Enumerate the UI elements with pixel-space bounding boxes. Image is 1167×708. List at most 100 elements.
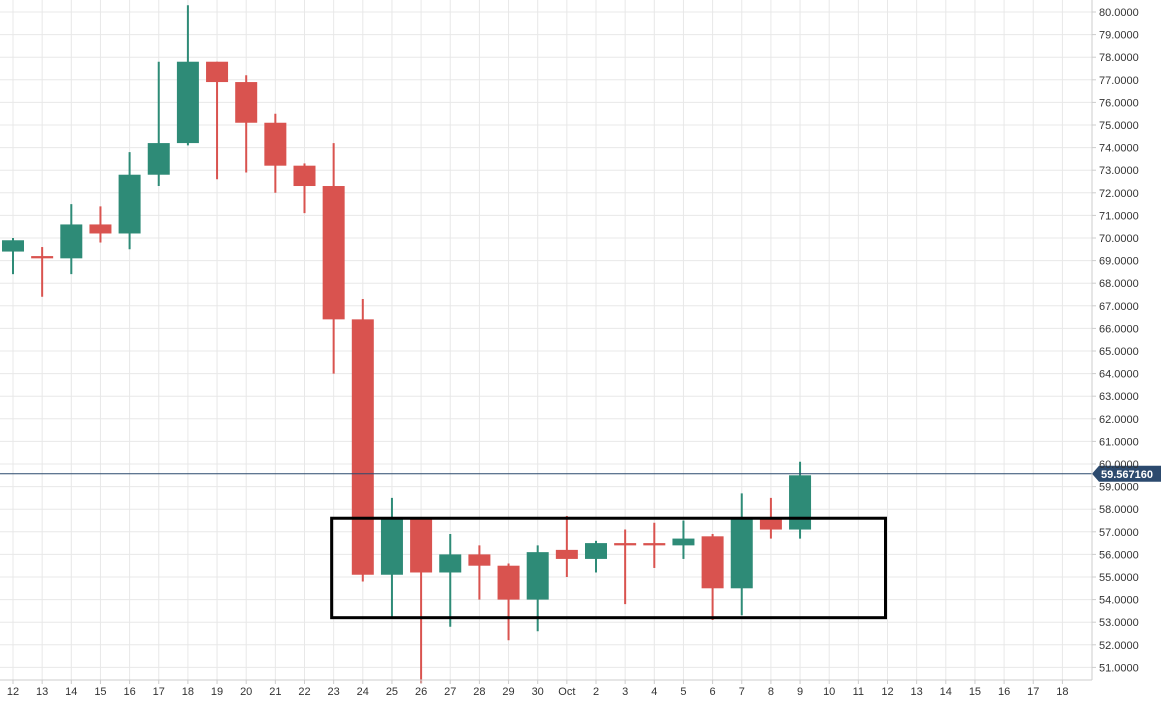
x-tick-label: 21 bbox=[269, 686, 281, 698]
x-tick-label: 17 bbox=[153, 686, 165, 698]
candle bbox=[585, 540, 607, 573]
y-tick-label: 61.0000 bbox=[1099, 436, 1139, 448]
x-tick-label: 19 bbox=[211, 686, 223, 698]
candle bbox=[235, 75, 258, 173]
x-tick-label: 24 bbox=[357, 686, 369, 698]
x-tick-label: 5 bbox=[680, 686, 686, 698]
x-tick-label: 15 bbox=[969, 686, 981, 698]
x-tick-label: 16 bbox=[123, 686, 135, 698]
candle-body bbox=[730, 518, 753, 589]
candle-body bbox=[643, 543, 666, 546]
candle bbox=[206, 61, 229, 180]
candle-body bbox=[147, 143, 170, 175]
y-tick-label: 74.0000 bbox=[1099, 143, 1139, 155]
x-tick-label: 26 bbox=[415, 686, 427, 698]
candle bbox=[31, 247, 54, 297]
x-tick-label: 6 bbox=[710, 686, 716, 698]
x-tick-label: 16 bbox=[998, 686, 1010, 698]
candle bbox=[322, 143, 345, 374]
candle bbox=[2, 238, 24, 275]
candle-body bbox=[789, 475, 812, 530]
y-tick-label: 66.0000 bbox=[1099, 323, 1139, 335]
x-tick-label: 11 bbox=[853, 686, 864, 698]
candle-body bbox=[526, 552, 549, 600]
candle bbox=[264, 113, 287, 193]
candle-body bbox=[235, 82, 258, 123]
y-tick-label: 68.0000 bbox=[1099, 278, 1139, 290]
x-tick-label: 13 bbox=[36, 686, 48, 698]
candle-body bbox=[264, 122, 287, 166]
candle bbox=[60, 204, 83, 275]
candle-body bbox=[322, 186, 345, 320]
candle bbox=[118, 152, 141, 250]
y-tick-label: 63.0000 bbox=[1099, 391, 1139, 403]
candle bbox=[643, 522, 666, 568]
x-tick-label: 14 bbox=[65, 686, 77, 698]
y-tick-label: 60.0000 bbox=[1099, 459, 1139, 471]
candle bbox=[789, 461, 812, 539]
x-tick-label: 10 bbox=[823, 686, 835, 698]
x-tick-label: 18 bbox=[1056, 686, 1068, 698]
axes: 12 13 14 15 16 17 18 19 20 21 22 23 24 25 26 27 28 29 30 Oc… bbox=[0, 0, 1139, 698]
last-price-tag bbox=[1092, 465, 1161, 482]
candle-body bbox=[555, 549, 578, 559]
candles bbox=[2, 5, 812, 684]
y-tick-label: 70.0000 bbox=[1099, 233, 1139, 245]
x-tick-label: 27 bbox=[444, 686, 456, 698]
candle-body bbox=[380, 518, 403, 575]
y-tick-label: 64.0000 bbox=[1099, 369, 1139, 381]
candle-body bbox=[206, 61, 229, 83]
x-tick-label: 20 bbox=[240, 686, 252, 698]
candle-body bbox=[759, 518, 782, 530]
candle bbox=[410, 518, 433, 684]
x-tick-label: 29 bbox=[502, 686, 514, 698]
y-tick-label: 80.0000 bbox=[1099, 7, 1139, 19]
candle-body bbox=[2, 240, 24, 252]
candle-body bbox=[672, 538, 695, 546]
x-tick-label: 23 bbox=[328, 686, 340, 698]
x-tick-label: 17 bbox=[1027, 686, 1039, 698]
x-tick-label: 15 bbox=[94, 686, 106, 698]
candle bbox=[468, 545, 491, 600]
y-tick-label: 71.0000 bbox=[1099, 210, 1139, 222]
y-tick-label: 55.0000 bbox=[1099, 572, 1139, 584]
candle bbox=[555, 515, 578, 577]
candle bbox=[439, 534, 462, 627]
x-tick-label: 12 bbox=[7, 686, 19, 698]
candle-body bbox=[439, 554, 462, 573]
y-tick-label: 54.0000 bbox=[1099, 595, 1139, 607]
candle-body bbox=[701, 536, 724, 589]
y-tick-label: 79.0000 bbox=[1099, 30, 1139, 42]
candle bbox=[497, 563, 520, 641]
y-tick-label: 57.0000 bbox=[1099, 527, 1139, 539]
candle bbox=[672, 520, 695, 559]
candle bbox=[730, 493, 753, 616]
candle-body bbox=[293, 165, 316, 187]
candle-body bbox=[60, 224, 83, 259]
overlays: 59.567160 bbox=[0, 465, 1161, 620]
y-tick-label: 59.0000 bbox=[1099, 482, 1139, 494]
x-tick-label: Oct bbox=[558, 686, 575, 698]
x-tick-label: 2 bbox=[593, 686, 599, 698]
x-tick-label: 12 bbox=[881, 686, 893, 698]
candle bbox=[89, 206, 112, 243]
candle-body bbox=[351, 319, 374, 575]
candle bbox=[147, 61, 170, 187]
y-tick-label: 53.0000 bbox=[1099, 617, 1139, 629]
y-tick-label: 73.0000 bbox=[1099, 165, 1139, 177]
candle bbox=[351, 299, 374, 582]
candle-body bbox=[118, 174, 141, 234]
y-tick-label: 52.0000 bbox=[1099, 640, 1139, 652]
x-tick-label: 25 bbox=[386, 686, 398, 698]
x-tick-label: 4 bbox=[651, 686, 657, 698]
range-annotation-box bbox=[330, 516, 887, 620]
candle bbox=[176, 5, 199, 146]
y-tick-label: 65.0000 bbox=[1099, 346, 1139, 358]
candle-body bbox=[468, 554, 491, 566]
last-price-label: 59.567160 bbox=[1101, 469, 1153, 481]
x-tick-label: 8 bbox=[768, 686, 774, 698]
candle-body bbox=[585, 543, 607, 559]
y-tick-label: 51.0000 bbox=[1099, 662, 1139, 674]
y-tick-label: 67.0000 bbox=[1099, 301, 1139, 313]
